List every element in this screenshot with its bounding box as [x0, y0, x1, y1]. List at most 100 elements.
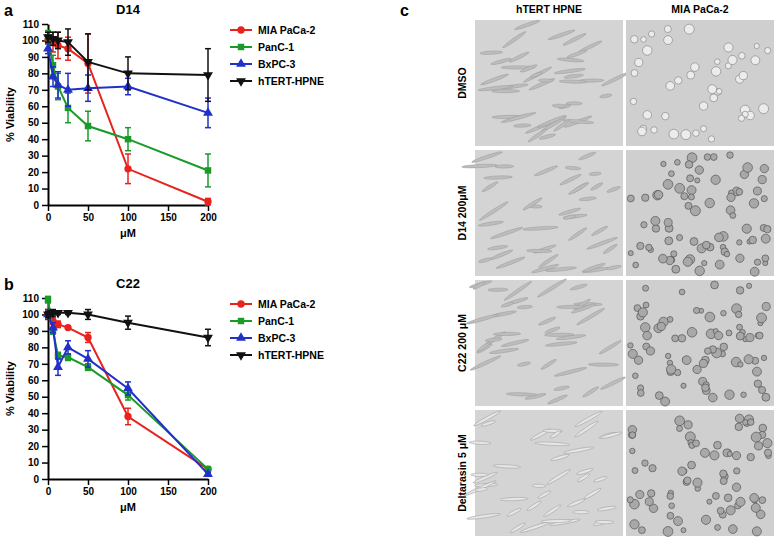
marker — [84, 334, 91, 341]
cell — [506, 507, 522, 517]
tick: 30 — [28, 424, 48, 435]
error-bar-cap — [125, 381, 131, 383]
cell — [687, 71, 695, 79]
cell — [657, 322, 665, 330]
tick-mark — [42, 380, 48, 382]
marker — [124, 413, 131, 420]
cell — [760, 164, 768, 172]
error-bar — [125, 154, 131, 184]
legend: MIA PaCa-2PanC-1BxPC-3hTERT-HPNE — [230, 298, 324, 361]
cell — [496, 256, 526, 270]
cell — [600, 431, 622, 440]
cell — [600, 93, 613, 98]
cell — [688, 194, 694, 200]
cell — [695, 178, 700, 183]
cell — [707, 499, 712, 504]
tick-mark — [88, 479, 90, 485]
cell — [671, 251, 677, 257]
legend-marker — [238, 44, 244, 50]
cell — [702, 260, 707, 265]
cell — [662, 112, 669, 119]
series — [43, 43, 213, 128]
error-bar-cap — [55, 71, 61, 73]
tick-mark — [42, 429, 48, 431]
cell — [582, 386, 599, 399]
cell — [744, 355, 753, 364]
cell — [715, 59, 721, 65]
cell — [761, 234, 770, 243]
cell — [739, 52, 746, 59]
cell — [570, 283, 588, 291]
tick-mark — [128, 479, 130, 485]
error-bar-cap — [65, 106, 71, 108]
legend-item: hTERT-HPNE — [230, 75, 324, 87]
cell — [522, 197, 543, 211]
tick: 50 — [28, 117, 48, 128]
cell — [527, 249, 552, 253]
cell — [501, 111, 536, 124]
cell — [759, 104, 769, 114]
error-bar-cap — [85, 89, 91, 91]
marker — [204, 198, 211, 205]
tick-label: 200 — [200, 486, 217, 497]
cell — [546, 266, 577, 273]
panel-label: b — [4, 276, 14, 293]
cell — [643, 331, 652, 340]
legend-label: hTERT-HPNE — [258, 75, 324, 87]
cell — [466, 313, 499, 325]
tick: 0 — [46, 479, 52, 497]
cell — [538, 253, 559, 269]
cell — [724, 494, 732, 502]
error-bar — [85, 111, 91, 141]
cell — [683, 257, 692, 266]
tick-label: 30 — [28, 424, 40, 435]
series-line — [48, 37, 208, 170]
cell — [595, 520, 614, 524]
cell — [684, 477, 691, 484]
error-bar-cap — [85, 350, 91, 352]
error-bar — [45, 296, 51, 303]
cell — [711, 281, 719, 289]
cell — [712, 493, 719, 500]
tick: 40 — [28, 408, 48, 419]
cell — [632, 468, 638, 474]
cell — [699, 359, 707, 367]
cell — [489, 347, 519, 354]
tick-mark — [42, 155, 48, 157]
legend-item: MIA PaCa-2 — [230, 24, 316, 36]
cell — [479, 201, 509, 222]
legend-item: MIA PaCa-2 — [230, 298, 316, 310]
error-bar-cap — [125, 89, 131, 91]
error-bar-cap — [50, 55, 56, 57]
marker — [123, 383, 133, 392]
micrograph-background — [626, 20, 774, 146]
marker — [203, 335, 213, 344]
cell — [549, 430, 561, 440]
cell — [472, 281, 485, 291]
cell — [700, 448, 709, 457]
cell — [509, 522, 526, 534]
cell — [534, 165, 558, 177]
cell — [730, 213, 736, 219]
tick-mark — [128, 205, 130, 211]
cell — [655, 392, 663, 400]
cell — [720, 470, 727, 477]
error-bar-cap — [205, 329, 211, 331]
legend-label: MIA PaCa-2 — [258, 24, 316, 36]
error-bar-cap — [55, 375, 61, 377]
cell — [568, 181, 590, 195]
cell — [520, 64, 538, 74]
cell — [537, 278, 568, 299]
cell — [715, 524, 721, 530]
legend-marker — [236, 352, 246, 361]
marker — [63, 84, 73, 93]
tick-label: 40 — [28, 134, 40, 145]
cell — [574, 420, 599, 438]
marker — [85, 123, 91, 129]
cell — [751, 56, 760, 65]
cell — [526, 500, 542, 512]
error-bar-cap — [205, 127, 211, 129]
tick-label: 0 — [33, 200, 39, 211]
y-axis: 0102030405060708090100110 — [22, 19, 48, 211]
tick-mark — [168, 205, 170, 211]
